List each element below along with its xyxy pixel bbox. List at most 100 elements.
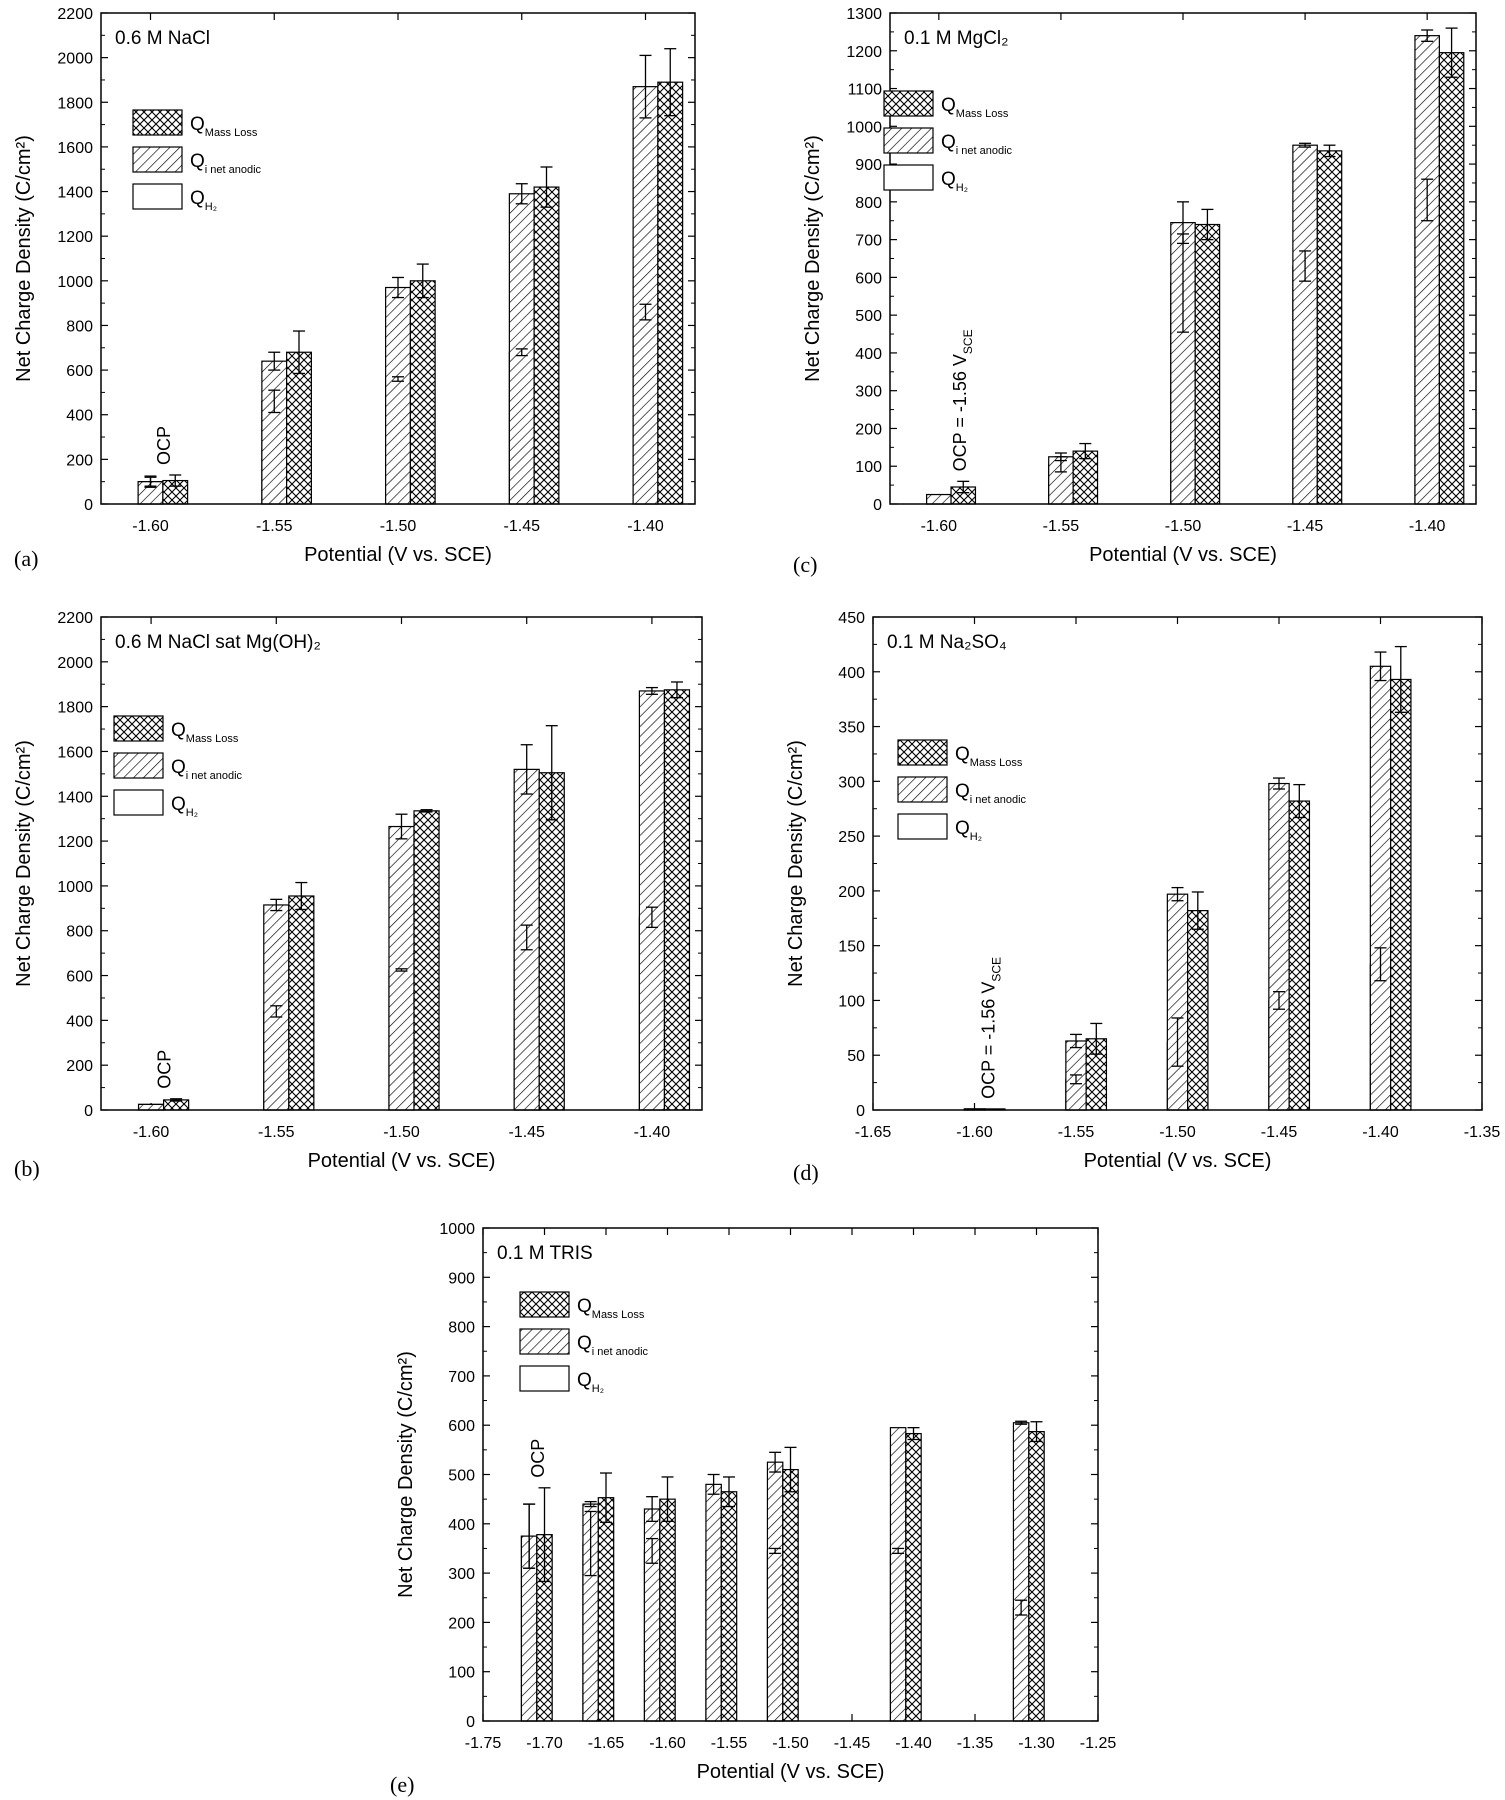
legend-label-h2: QH₂ xyxy=(171,794,198,819)
legend: QMass Loss Qi net anodic QH₂ xyxy=(519,1291,649,1395)
legend-swatch-h2 xyxy=(883,164,934,191)
x-tick-label: -1.55 xyxy=(711,1735,748,1752)
x-tick-label: -1.45 xyxy=(834,1735,871,1752)
legend-label-i_net_anodic: Qi net anodic xyxy=(190,151,262,176)
bar-q-mass-loss xyxy=(1438,52,1465,505)
y-tick-label: 800 xyxy=(448,1320,475,1337)
legend-swatch-i_net_anodic xyxy=(132,146,183,173)
bar-q-mass-loss xyxy=(663,689,691,1111)
bar-q-mass-loss xyxy=(905,1432,922,1722)
chart-panel-1: 0 100 200 300 400 500 600 700 800 900 1000 1100 1200… xyxy=(793,6,1477,577)
y-tick-label: 800 xyxy=(855,195,882,212)
bar-q-i-net-anodic xyxy=(261,360,288,505)
y-tick-label: 200 xyxy=(448,1615,475,1632)
bar-q-mass-loss xyxy=(782,1468,799,1722)
y-tick-label: 350 xyxy=(838,720,865,737)
bar-q-i-net-anodic xyxy=(1268,782,1290,1111)
y-axis-title: Net Charge Density (C/cm²) xyxy=(13,740,35,987)
legend-label-i_net_anodic: Qi net anodic xyxy=(941,132,1013,157)
x-tick-label: -1.45 xyxy=(504,518,541,535)
x-tick-label: -1.65 xyxy=(855,1124,892,1141)
x-tick-label: -1.45 xyxy=(1287,518,1324,535)
y-tick-label: 400 xyxy=(855,346,882,363)
y-tick-label: 0 xyxy=(873,497,882,514)
x-tick-label: -1.45 xyxy=(1261,1124,1298,1141)
legend-swatch-mass_loss xyxy=(897,739,948,766)
bar-q-mass-loss xyxy=(1194,223,1221,505)
y-tick-label: 1000 xyxy=(57,274,93,291)
legend-label-i_net_anodic: Qi net anodic xyxy=(171,757,243,782)
y-tick-label: 400 xyxy=(66,1013,93,1030)
panel-label: (b) xyxy=(14,1156,40,1181)
x-tick-label: -1.55 xyxy=(1058,1124,1095,1141)
x-tick-label: -1.40 xyxy=(1409,518,1446,535)
x-tick-label: -1.55 xyxy=(256,518,293,535)
x-tick-label: -1.45 xyxy=(508,1124,545,1141)
y-tick-label: 200 xyxy=(66,1058,93,1075)
bar-q-mass-loss xyxy=(538,772,565,1111)
x-tick-label: -1.50 xyxy=(772,1735,809,1752)
panel-title: 0.6 M NaCl sat Mg(OH)₂ xyxy=(115,632,321,653)
legend: QMass Loss Qi net anodic QH₂ xyxy=(113,715,243,819)
y-tick-label: 1800 xyxy=(57,95,93,112)
legend-label-h2: QH₂ xyxy=(941,169,968,194)
bar-q-i-net-anodic xyxy=(1414,35,1440,505)
y-tick-label: 500 xyxy=(448,1468,475,1485)
y-tick-label: 2200 xyxy=(57,6,93,23)
x-tick-label: -1.75 xyxy=(465,1735,502,1752)
bar-q-i-net-anodic xyxy=(926,493,952,505)
bar-q-mass-loss xyxy=(1028,1431,1045,1722)
legend-swatch-mass_loss xyxy=(132,109,183,136)
x-tick-label: -1.40 xyxy=(627,518,664,535)
bar-q-i-net-anodic xyxy=(766,1461,784,1722)
y-tick-label: 800 xyxy=(66,318,93,335)
legend-swatch-i_net_anodic xyxy=(883,127,934,154)
panel-label: (d) xyxy=(793,1160,819,1185)
x-tick-label: -1.35 xyxy=(1464,1124,1501,1141)
y-axis-title: Net Charge Density (C/cm²) xyxy=(785,740,807,987)
legend-label-i_net_anodic: Qi net anodic xyxy=(955,781,1027,806)
chart-panel-0: 0 200 400 600 800 1000 1200 1400 1600 1800 2000 220… xyxy=(13,6,696,571)
bar-q-i-net-anodic xyxy=(1292,144,1318,505)
y-tick-label: 100 xyxy=(855,459,882,476)
bar-q-mass-loss xyxy=(409,280,436,505)
bar-q-mass-loss xyxy=(720,1491,738,1722)
y-tick-label: 1300 xyxy=(846,6,882,23)
bar-q-mass-loss xyxy=(288,895,315,1111)
x-tick-label: -1.25 xyxy=(1080,1735,1117,1752)
y-tick-label: 300 xyxy=(448,1566,475,1583)
y-tick-label: 400 xyxy=(838,665,865,682)
bar-q-i-net-anodic xyxy=(705,1483,722,1722)
bar-q-i-net-anodic xyxy=(1012,1422,1030,1722)
panel-label: (c) xyxy=(793,552,817,577)
y-tick-label: 50 xyxy=(847,1048,865,1065)
y-tick-label: 700 xyxy=(855,233,882,250)
panel-title: 0.1 M TRIS xyxy=(497,1243,593,1264)
bar-q-mass-loss xyxy=(533,186,560,505)
y-tick-label: 450 xyxy=(838,610,865,627)
plot-frame xyxy=(100,12,696,505)
legend-swatch-i_net_anodic xyxy=(519,1328,570,1355)
x-tick-label: -1.60 xyxy=(956,1124,993,1141)
chart-panel-3: 0 50 100 150 200 250 300 350 400 450 -1.65 -1.60 -1.… xyxy=(785,610,1500,1185)
bar-q-mass-loss xyxy=(1072,450,1099,505)
y-tick-label: 2200 xyxy=(57,610,93,627)
legend-swatch-mass_loss xyxy=(519,1291,570,1318)
bar-q-mass-loss xyxy=(286,351,312,505)
y-tick-label: 0 xyxy=(84,497,93,514)
legend-swatch-i_net_anodic xyxy=(897,776,948,803)
y-tick-label: 1600 xyxy=(57,140,93,157)
y-tick-label: 2000 xyxy=(57,51,93,68)
y-tick-label: 200 xyxy=(838,884,865,901)
x-tick-label: -1.30 xyxy=(1018,1735,1055,1752)
y-tick-label: 1400 xyxy=(57,185,93,202)
panel-title: 0.1 M MgCl₂ xyxy=(904,28,1009,49)
x-tick-label: -1.60 xyxy=(133,1124,170,1141)
y-tick-label: 250 xyxy=(838,829,865,846)
x-axis-title: Potential (V vs. SCE) xyxy=(1084,1150,1272,1172)
y-tick-label: 200 xyxy=(855,421,882,438)
y-tick-label: 900 xyxy=(855,157,882,174)
y-axis-title: Net Charge Density (C/cm²) xyxy=(395,1351,417,1598)
x-axis-title: Potential (V vs. SCE) xyxy=(308,1150,496,1172)
x-axis-title: Potential (V vs. SCE) xyxy=(1089,544,1277,566)
